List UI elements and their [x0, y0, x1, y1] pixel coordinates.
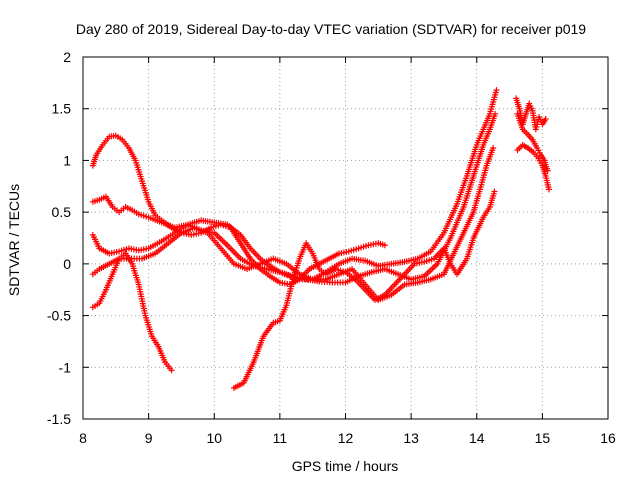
x-tick-label: 12	[338, 430, 354, 446]
data-point-plus	[491, 188, 498, 195]
x-tick-label: 11	[273, 430, 288, 446]
data-point-plus	[492, 110, 499, 117]
y-tick-label: 0.5	[52, 204, 72, 220]
y-tick-label: 2	[63, 49, 71, 65]
data-point-plus	[544, 167, 551, 174]
x-tick-label: 14	[469, 430, 485, 446]
x-tick-label: 9	[145, 430, 153, 446]
chart-title: Day 280 of 2019, Sidereal Day-to-day VTE…	[76, 21, 586, 37]
data-point-plus	[490, 145, 497, 152]
y-tick-label: -1.5	[47, 411, 71, 427]
y-tick-label: -0.5	[47, 308, 71, 324]
data-point-plus	[542, 116, 549, 123]
x-tick-label: 15	[535, 430, 551, 446]
x-tick-label: 13	[403, 430, 419, 446]
data-point-plus	[545, 186, 552, 193]
data-point-plus	[493, 87, 500, 94]
y-tick-label: 0	[63, 256, 71, 272]
axis-tick-labels: 8 9 10 11 12 13 14 15 16 2 1.5 1 0.5 0 -0.5 -1 -1.5	[47, 49, 616, 446]
data-point-plus	[168, 367, 175, 374]
data-points	[89, 87, 552, 391]
x-tick-label: 8	[79, 430, 87, 446]
x-tick-label: 10	[206, 430, 222, 446]
data-point-plus	[381, 242, 388, 249]
x-axis-label: GPS time / hours	[292, 458, 399, 474]
y-tick-label: 1	[63, 152, 71, 168]
x-tick-label: 16	[600, 430, 616, 446]
y-tick-label: -1	[59, 359, 72, 375]
y-axis-label: SDTVAR / TECUs	[6, 184, 22, 296]
y-tick-label: 1.5	[52, 101, 72, 117]
plot-frame	[82, 56, 609, 420]
